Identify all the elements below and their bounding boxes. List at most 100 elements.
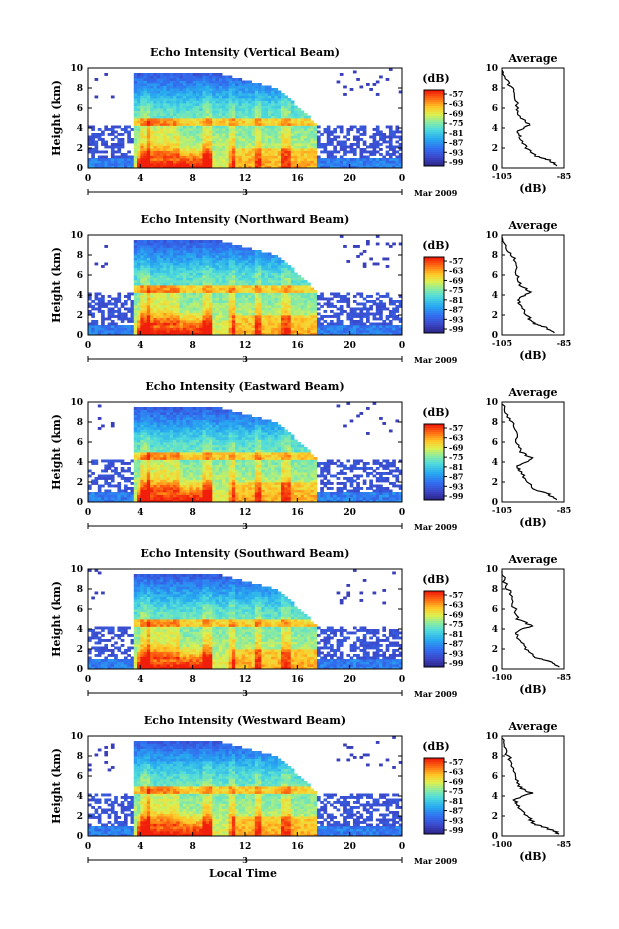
heatmap-cell xyxy=(153,133,158,136)
heatmap-cell xyxy=(215,163,220,166)
heatmap-cell xyxy=(231,287,236,291)
heatmap-cell xyxy=(153,282,158,286)
heatmap-cell xyxy=(261,125,266,129)
heatmap-cell xyxy=(215,280,220,283)
heatmap-cell xyxy=(225,158,230,161)
heatmap-cell xyxy=(156,282,161,286)
heatmap-cell xyxy=(150,277,154,281)
heatmap-cell xyxy=(159,153,164,156)
heatmap-cell xyxy=(248,292,252,296)
heatmap-cell xyxy=(195,317,200,321)
heatmap-cell xyxy=(316,155,321,159)
heatmap-cell xyxy=(140,165,144,169)
heatmap-cell xyxy=(362,305,367,308)
heatmap-cell xyxy=(209,90,213,94)
heatmap-cell xyxy=(352,315,357,318)
heatmap-cell xyxy=(264,332,269,336)
heatmap-cell xyxy=(186,135,190,139)
heatmap-cell xyxy=(222,322,226,326)
heatmap-cell xyxy=(274,277,279,281)
heatmap-cell xyxy=(271,93,275,96)
heatmap-cell xyxy=(330,310,334,313)
heatmap-cell xyxy=(251,118,256,121)
heatmap-cell xyxy=(241,153,246,156)
heatmap-cell xyxy=(271,292,275,296)
heatmap-cell xyxy=(137,103,141,106)
heatmap-cell xyxy=(166,315,171,318)
heatmap-cell xyxy=(366,312,370,316)
heatmap-cell xyxy=(114,310,118,313)
heatmap-cell xyxy=(280,128,285,131)
colorbar-label: -99 xyxy=(449,157,464,167)
heatmap-cell xyxy=(238,247,243,251)
heatmap-cell xyxy=(169,277,174,281)
heatmap-cell xyxy=(228,307,233,311)
heatmap-cell xyxy=(169,115,174,119)
heatmap-cell xyxy=(140,275,144,278)
heatmap-cell xyxy=(104,125,109,129)
heatmap-cell xyxy=(169,98,174,101)
heatmap-cell xyxy=(137,260,141,263)
heatmap-cell xyxy=(156,138,161,141)
heatmap-cell xyxy=(326,332,331,336)
heatmap-cell xyxy=(173,115,177,119)
heatmap-cell xyxy=(398,332,403,336)
heatmap-cell xyxy=(205,118,210,121)
heatmap-cell xyxy=(179,153,184,156)
heatmap-cell xyxy=(215,140,220,144)
heatmap-cell xyxy=(173,247,177,251)
heatmap-cell xyxy=(182,250,187,253)
heatmap-cell xyxy=(326,143,331,146)
heatmap-cell xyxy=(159,250,164,253)
colorbar-swatch xyxy=(424,267,444,270)
heatmap-cell xyxy=(146,245,151,248)
heatmap-cell xyxy=(133,275,138,278)
heatmap-cell xyxy=(176,302,180,306)
heatmap-cell xyxy=(182,75,187,79)
heatmap-cell xyxy=(199,125,203,129)
heatmap-cell xyxy=(133,282,138,286)
average-y-tick-label: 0 xyxy=(492,331,498,341)
heatmap-cell xyxy=(245,315,249,318)
heatmap-cell xyxy=(290,330,295,333)
heatmap-cell xyxy=(212,110,216,114)
heatmap-cell xyxy=(310,150,315,154)
heatmap-cell xyxy=(330,292,334,296)
heatmap-cell xyxy=(110,325,115,328)
heatmap-cell xyxy=(362,128,367,131)
heatmap-cell xyxy=(150,85,154,89)
heatmap-cell xyxy=(218,322,223,326)
heatmap-cell xyxy=(238,88,243,91)
heatmap-cell xyxy=(195,105,200,109)
heatmap-cell xyxy=(356,143,360,146)
heatmap-cell xyxy=(241,262,246,266)
heatmap-cell xyxy=(280,260,285,263)
heatmap-cell xyxy=(91,125,95,129)
heatmap-cell xyxy=(110,145,115,149)
heatmap-cell xyxy=(343,153,347,156)
heatmap-cell xyxy=(222,133,226,136)
heatmap-cell xyxy=(94,133,99,136)
heatmap-cell xyxy=(182,100,187,104)
heatmap-cell xyxy=(166,110,171,114)
heatmap-cell xyxy=(222,138,226,141)
heatmap-cell xyxy=(130,327,135,331)
heatmap-cell xyxy=(238,270,243,273)
heatmap-cell xyxy=(297,118,301,121)
heatmap-cell xyxy=(392,145,396,149)
heatmap-cell xyxy=(169,90,174,94)
heatmap-cell xyxy=(153,85,158,89)
heatmap-cell xyxy=(316,322,321,326)
heatmap-cell xyxy=(238,277,243,281)
heatmap-cell xyxy=(231,310,236,313)
heatmap-cell xyxy=(258,317,262,321)
heatmap-cell xyxy=(294,118,298,121)
heatmap-cell xyxy=(182,123,187,126)
heatmap-cell xyxy=(156,332,161,336)
heatmap-cell xyxy=(212,245,216,248)
heatmap-cell xyxy=(199,130,203,134)
heatmap-cell xyxy=(294,110,298,114)
heatmap-cell xyxy=(225,310,230,313)
heatmap-cell xyxy=(261,123,266,126)
heatmap-cell xyxy=(189,297,194,301)
